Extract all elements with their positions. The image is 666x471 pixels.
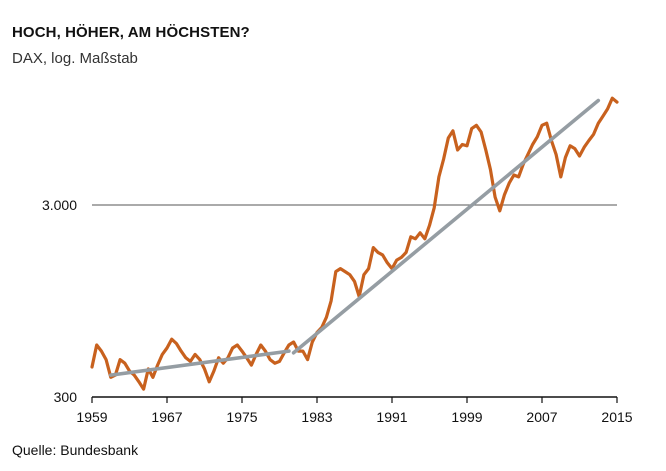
x-tick-label: 1975 xyxy=(226,409,257,425)
trend-line-late xyxy=(291,98,601,355)
y-tick-label: 3.000 xyxy=(42,197,77,213)
chart-title: HOCH, HÖHER, AM HÖCHSTEN? xyxy=(12,24,250,41)
x-tick-label: 2015 xyxy=(601,409,632,425)
x-tick-label: 2007 xyxy=(526,409,557,425)
trend-line-early xyxy=(109,349,291,377)
x-tick-label: 1983 xyxy=(301,409,332,425)
x-tick-label: 1991 xyxy=(376,409,407,425)
x-tick-label: 1999 xyxy=(451,409,482,425)
x-tick-label: 1959 xyxy=(76,409,107,425)
y-tick-label: 300 xyxy=(54,389,78,405)
chart-subtitle: DAX, log. Maßstab xyxy=(12,50,138,67)
line-chart: 1959 1967 1975 1983 1991 1999 2007 2015 300 3.000 xyxy=(42,96,633,425)
source-note: Quelle: Bundesbank xyxy=(12,442,139,458)
dax-series-line xyxy=(90,96,619,391)
x-tick-label: 1967 xyxy=(151,409,182,425)
